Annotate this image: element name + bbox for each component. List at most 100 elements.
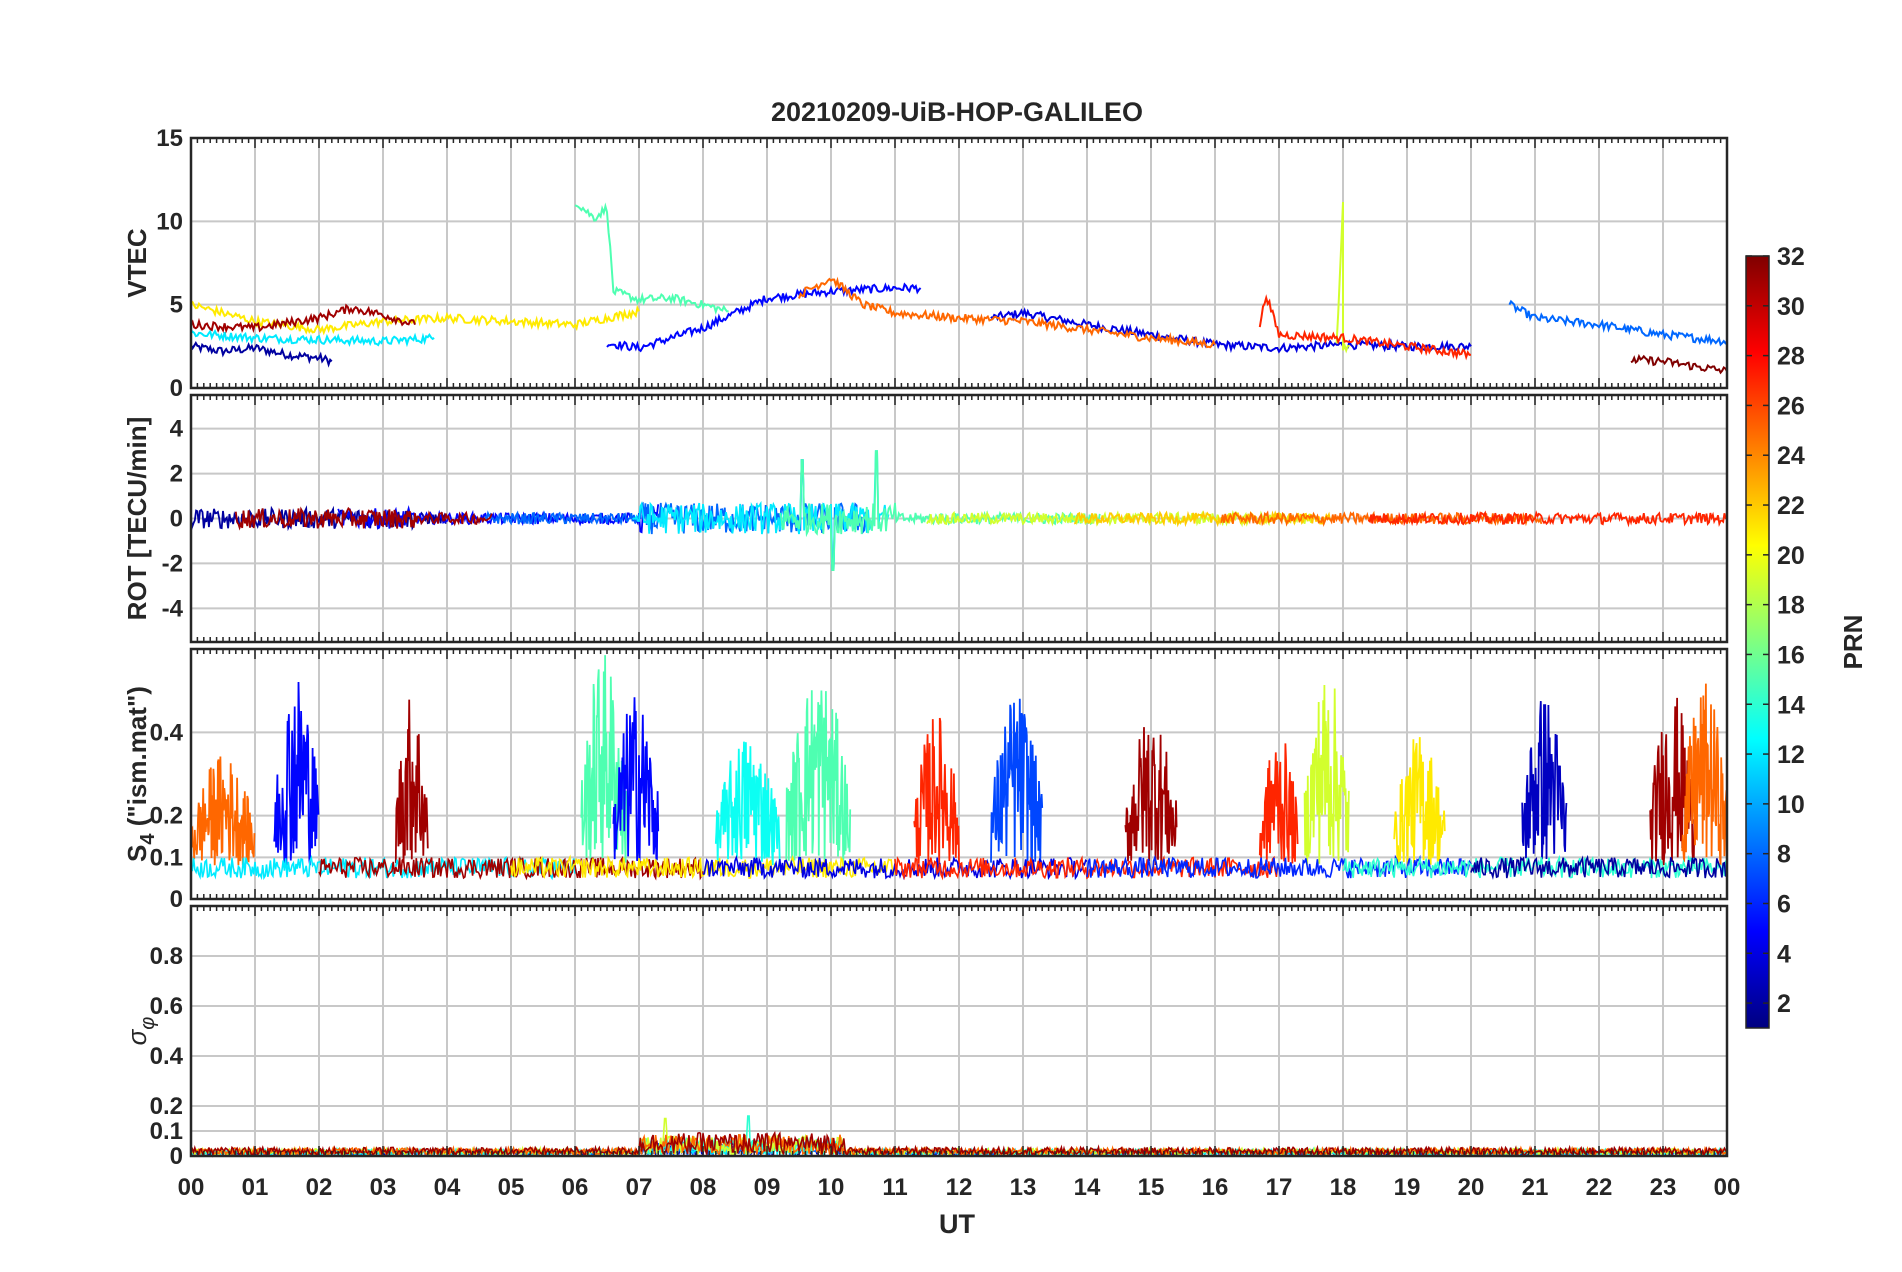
y-tick-label: 0: [170, 506, 183, 533]
colorbar-tick-label: 6: [1777, 890, 1791, 918]
colorbar-tick-label: 20: [1777, 542, 1805, 570]
x-tick-label: 19: [1394, 1174, 1421, 1201]
x-tick-label: 00: [178, 1174, 205, 1201]
colorbar-gradient: [1745, 255, 1770, 1029]
x-tick-label: 17: [1266, 1174, 1293, 1201]
series-group-s4: [190, 655, 1728, 881]
s4-base-prn-21: [510, 854, 896, 880]
rot-series-prn-8: [484, 459, 871, 571]
y-tick-label: 2: [170, 461, 183, 488]
rot-series-prn-27: [1367, 510, 1728, 528]
x-tick-label: 11: [882, 1174, 907, 1201]
y-tick-label: 0.4: [150, 719, 184, 746]
s4-base-prn-27: [894, 855, 1280, 881]
s4-burst-prn-3: [1521, 701, 1568, 860]
rot-series-prn-12: [632, 450, 890, 571]
s4-burst-prn-7: [990, 698, 1044, 865]
rot-series-prn-19: [926, 509, 1312, 528]
y-tick-label: 15: [156, 125, 183, 152]
y-tick-label: 0.1: [150, 844, 183, 871]
y-tick-label: 10: [156, 208, 183, 235]
chart-title: 20210209-UiB-HOP-GALILEO: [771, 97, 1143, 127]
x-tick-label: 02: [306, 1174, 333, 1201]
colorbar-tick-label: 14: [1777, 691, 1805, 719]
x-tick-label: 10: [818, 1174, 845, 1201]
y-axis-label-s4: S4 ("ism.mat"): [122, 686, 159, 862]
y-tick-label: 0: [170, 886, 183, 913]
plot-frame-vtec: [189, 136, 1729, 390]
x-tick-label: 12: [946, 1174, 973, 1201]
y-tick-label: -2: [162, 550, 183, 577]
s4-burst-prn-19: [1303, 684, 1350, 866]
s4-base-prn-12: [190, 854, 576, 881]
s4-burst-prn-13: [714, 741, 781, 866]
x-tick-label: 03: [370, 1174, 397, 1201]
s4-base-prn-2: [1470, 854, 1728, 880]
colorbar-tick-label: 16: [1777, 641, 1805, 669]
plot-frame-rot: [189, 393, 1729, 644]
y-axis-label-vtec: VTEC: [122, 228, 152, 298]
y-tick-label: 0.2: [150, 803, 183, 830]
x-tick-label: 15: [1138, 1174, 1165, 1201]
colorbar-tick-label: 12: [1777, 741, 1805, 769]
vtec-series-prn-32: [1630, 353, 1728, 375]
x-tick-label: 23: [1650, 1174, 1677, 1201]
colorbar-label: PRN: [1838, 615, 1868, 670]
panel-sigma_phi: 00.10.2 0.4 0.6 0.8 σφ: [122, 904, 1729, 1170]
colorbar-tick-label: 22: [1777, 492, 1805, 520]
vtec-series-prn-27: [1258, 294, 1472, 361]
y-tick-label: 5: [170, 292, 183, 319]
y-tick-label: 0.2: [150, 1093, 183, 1120]
s4-burst-prn-31: [394, 699, 429, 864]
x-tick-label: 18: [1330, 1174, 1357, 1201]
vtec-series-prn-15: [574, 202, 729, 315]
x-tick-labels: 00 01 02 03 04 05 06 07 08 09 10 11 12 13 14 15 16 17 18 19…: [178, 1174, 1741, 1201]
colorbar-tick-label: 24: [1777, 442, 1805, 470]
vtec-series-prn-12: [190, 328, 435, 348]
x-tick-label: 22: [1586, 1174, 1613, 1201]
x-tick-label: 07: [626, 1174, 653, 1201]
x-tick-label: 14: [1074, 1174, 1101, 1201]
x-tick-label: 04: [434, 1174, 461, 1201]
colorbar-tick-label: 18: [1777, 592, 1805, 620]
s4-burst-prn-15: [785, 690, 852, 866]
s4-burst-prn-25: [190, 756, 256, 866]
vtec-series-prn-31: [190, 303, 416, 334]
colorbar-tick-label: 32: [1777, 243, 1805, 271]
s4-burst-prn-5: [273, 681, 320, 866]
y-tick-label: 0.6: [150, 993, 183, 1020]
y-tick-label: 0.4: [150, 1043, 184, 1070]
y-axis-label-rot: ROT [TECU/min]: [122, 417, 152, 621]
x-tick-label: 00: [1714, 1174, 1741, 1201]
panel-vtec: 0 5 10 15 VTEC: [122, 125, 1729, 402]
s4-burst-prn-27: [913, 717, 960, 866]
vtec-series-prn-5: [606, 282, 922, 353]
rot-series-prn-31: [234, 506, 493, 531]
s4-burst-prn-21: [1393, 737, 1446, 865]
colorbar-tick-label: 10: [1777, 791, 1805, 819]
y-axis-label-sigma_phi: σφ: [122, 1017, 159, 1046]
s4-burst-prn-15: [580, 655, 628, 863]
colorbar-tick-label: 4: [1777, 940, 1791, 968]
x-tick-label: 21: [1522, 1174, 1549, 1201]
x-tick-label: 09: [754, 1174, 781, 1201]
colorbar-tick-label: 28: [1777, 343, 1805, 371]
plot-frame-s4: [189, 647, 1729, 901]
y-tick-label: 0: [170, 375, 183, 402]
x-tick-label: 13: [1010, 1174, 1037, 1201]
series-group-rot: [190, 450, 1728, 571]
y-tick-label: 4: [170, 416, 184, 443]
s4-burst-prn-27: [1258, 743, 1299, 864]
colorbar-tick-label: 2: [1777, 990, 1791, 1018]
x-axis-label: UT: [939, 1209, 975, 1239]
colorbar-tick-label: 26: [1777, 392, 1805, 420]
panel-rot: -4 -2 0 2 4 ROT [TECU/min]: [122, 393, 1729, 644]
x-tick-label: 01: [242, 1174, 269, 1201]
x-tick-label: 20: [1458, 1174, 1485, 1201]
panel-s4: 0 0.1 0.2 0.4S4 ("ism.mat"): [122, 647, 1729, 913]
x-tick-label: 05: [498, 1174, 525, 1201]
